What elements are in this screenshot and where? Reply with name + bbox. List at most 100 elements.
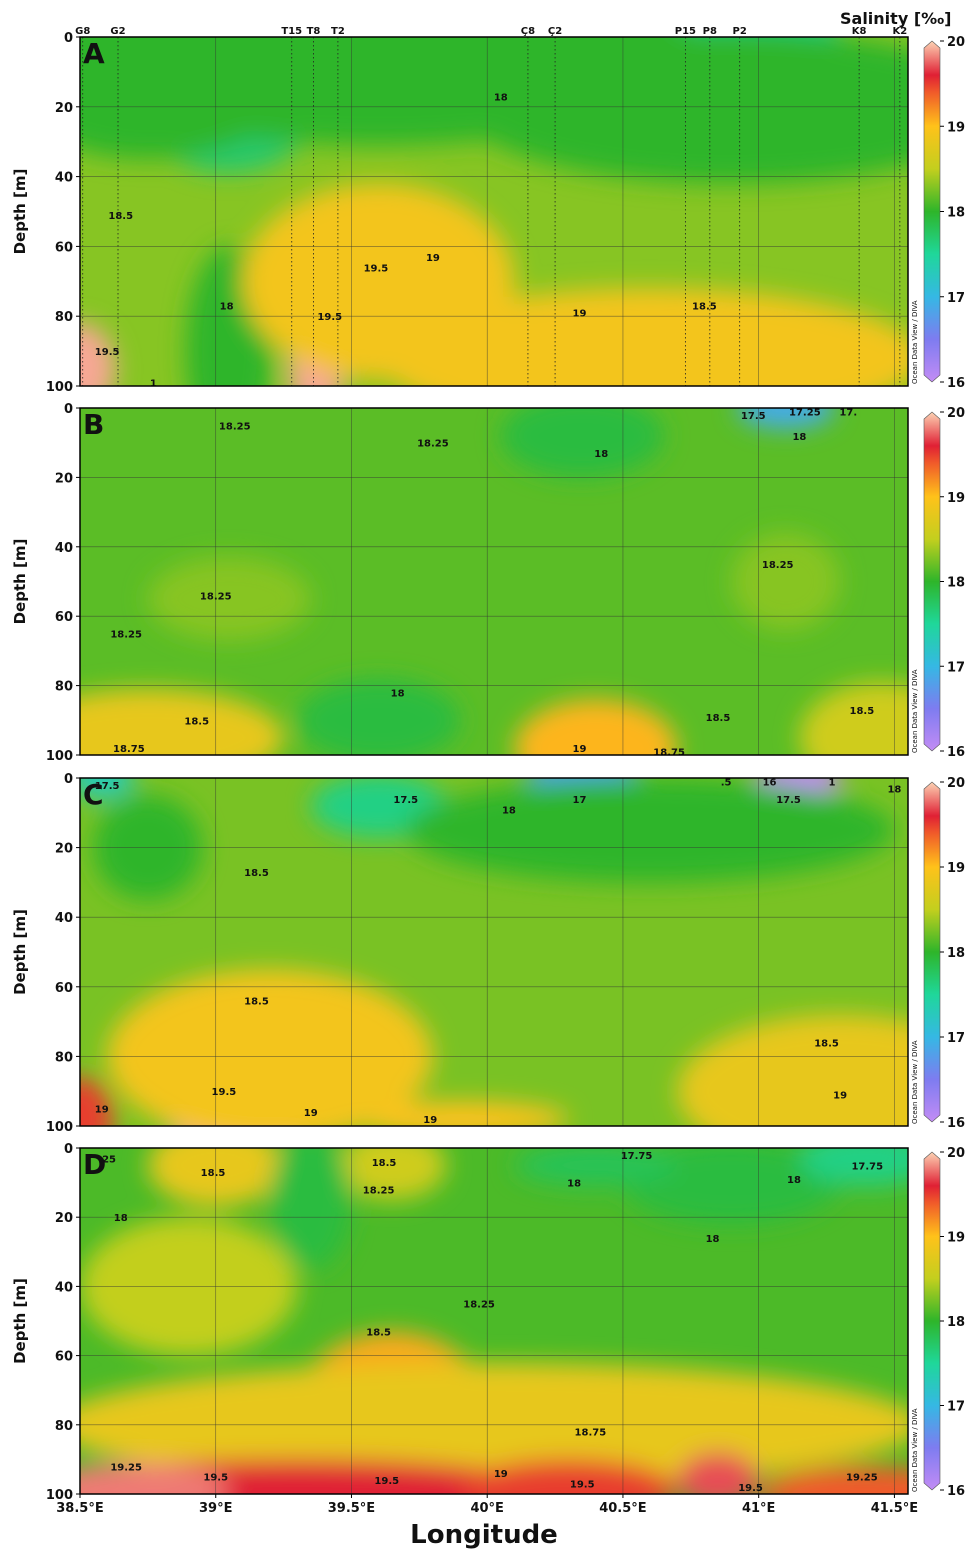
colorbar-tick-label: 17 xyxy=(947,1031,965,1046)
contour-label: 18.75 xyxy=(575,1428,607,1439)
colorbars: 16 17 18 19 20 16 17 18 19 20 16 17 18 19 20 16 17 18 19 20 xyxy=(923,35,965,1499)
panel-frame xyxy=(79,1147,909,1495)
colorbar: 16 17 18 19 20 xyxy=(923,776,965,1131)
contour-label: 18.5 xyxy=(850,706,875,717)
y-tick-label: 40 xyxy=(55,171,73,186)
y-tick-label: 80 xyxy=(55,310,73,325)
y-tick-label: 20 xyxy=(55,101,73,116)
colorbar-tick-label: 18 xyxy=(947,206,965,221)
colorbar-tick-label: 20 xyxy=(947,35,965,50)
colorbar-tick-label: 20 xyxy=(947,1146,965,1161)
contour-label: 18 xyxy=(706,1234,720,1245)
y-tick-label: 60 xyxy=(55,1350,73,1365)
station-label: Ç8 xyxy=(521,26,535,37)
contour-label: 19 xyxy=(304,1108,318,1119)
panel-frame xyxy=(79,777,909,1127)
y-tick-label: 60 xyxy=(55,240,73,255)
contour-label: 18.25 xyxy=(219,421,251,432)
y-axis: 0 20 40 60 80 100 Depth [m] xyxy=(11,772,80,1135)
contour-label: 18.5 xyxy=(366,1327,391,1338)
x-tick-label: 38.5°E xyxy=(56,1501,103,1516)
contour-label: 18 xyxy=(887,784,901,795)
contour-label: 18 xyxy=(220,302,234,313)
colorbar-gradient xyxy=(923,411,941,752)
field-feature xyxy=(80,778,135,799)
contour-label: 18 xyxy=(391,689,405,700)
contour-label: 1 xyxy=(829,777,836,788)
y-axis-label: Depth [m] xyxy=(11,169,29,255)
contour-label: 19.25 xyxy=(846,1473,878,1484)
contour-label: 17.5 xyxy=(393,795,418,806)
colorbar-tick-label: 17 xyxy=(947,291,965,306)
y-axis-label: Depth [m] xyxy=(11,539,29,625)
y-tick-label: 100 xyxy=(46,380,73,395)
contour-label: 18.25 xyxy=(762,560,794,571)
field-feature xyxy=(758,1466,908,1494)
x-tick-label: 40°E xyxy=(470,1501,503,1516)
colorbar-tick-label: 18 xyxy=(947,946,965,961)
y-tick-label: 20 xyxy=(55,1211,73,1226)
colorbar-tick-label: 16 xyxy=(947,376,965,391)
contour-label: 19.5 xyxy=(570,1480,595,1491)
y-axis: 0 20 40 60 80 100 Depth [m] xyxy=(11,31,80,395)
field-feature xyxy=(500,408,664,478)
contour-label: 18.5 xyxy=(201,1168,226,1179)
contour-label: 17.75 xyxy=(621,1151,653,1162)
colorbar: 16 17 18 19 20 xyxy=(923,406,965,760)
field-features xyxy=(80,408,908,755)
contour-label: 19.5 xyxy=(95,347,120,358)
contour-label: 18.5 xyxy=(706,713,731,724)
contour-label: 17.5 xyxy=(95,781,120,792)
contour-label: 17.5 xyxy=(741,411,766,422)
contour-label: 19 xyxy=(426,253,440,264)
station-label: G8 xyxy=(75,26,90,37)
grid xyxy=(80,778,908,1126)
contour-label: 18 xyxy=(567,1179,581,1190)
field-feature xyxy=(270,1148,352,1270)
colorbar-tick-label: 19 xyxy=(947,1231,965,1246)
y-axis: 0 20 40 60 80 100 Depth [m] xyxy=(11,402,80,764)
field-feature xyxy=(731,532,841,631)
contour-label: 17.5 xyxy=(776,795,801,806)
field-feature xyxy=(460,37,908,184)
station-label: P15 xyxy=(675,26,696,37)
contour-label: 18.75 xyxy=(653,748,685,759)
field-feature xyxy=(337,1148,447,1200)
contour-label: 18.75 xyxy=(113,744,145,755)
contour-label: 19.5 xyxy=(212,1087,237,1098)
field-feature xyxy=(799,1148,908,1187)
y-tick-label: 80 xyxy=(55,680,73,695)
contour-label: 18.5 xyxy=(244,868,269,879)
y-axis-label: Depth [m] xyxy=(11,1278,29,1364)
contour-label: 18.5 xyxy=(184,716,209,727)
x-tick-label: 40.5°E xyxy=(599,1501,646,1516)
grid xyxy=(80,408,908,755)
station-label: P2 xyxy=(733,26,747,37)
contour-label: 18.5 xyxy=(692,302,717,313)
contour-labels: 17.5 17.25 17. 18.25 18.25 18 18 18.25 18.25 18.2… xyxy=(110,407,874,758)
y-tick-label: 80 xyxy=(55,1050,73,1065)
colorbar-gradient xyxy=(923,1151,941,1491)
contour-label: 18.25 xyxy=(463,1300,495,1311)
contour-labels: 18 18.5 19.5 19 18 19.5 19 18.5 19.5 1 xyxy=(95,92,717,389)
panel-frame xyxy=(79,407,909,756)
station-label: T8 xyxy=(307,26,321,37)
contour-label: 18.25 xyxy=(363,1186,395,1197)
contour-label: 17.25 xyxy=(789,407,821,418)
credit-text: Ocean Data View / DIVA xyxy=(911,1040,919,1124)
colorbar-gradient xyxy=(923,781,941,1123)
grid xyxy=(80,1148,908,1494)
contour-label: 18.5 xyxy=(244,997,269,1008)
contour-label: 19 xyxy=(573,309,587,320)
contour-label: 18.5 xyxy=(814,1038,839,1049)
field-feature xyxy=(514,699,678,755)
colorbar-tick-label: 18 xyxy=(947,1315,965,1330)
contour-label: 19.5 xyxy=(738,1483,763,1494)
colorbar-gradient xyxy=(923,40,941,383)
contour-labels: .25 18.5 18.5 18.25 18 17.75 18 17.75 18 18 18.25 1… xyxy=(98,1151,883,1494)
colorbar-tick-label: 20 xyxy=(947,406,965,421)
contour-label: 18 xyxy=(792,432,806,443)
colorbar-tick-label: 17 xyxy=(947,1400,965,1415)
